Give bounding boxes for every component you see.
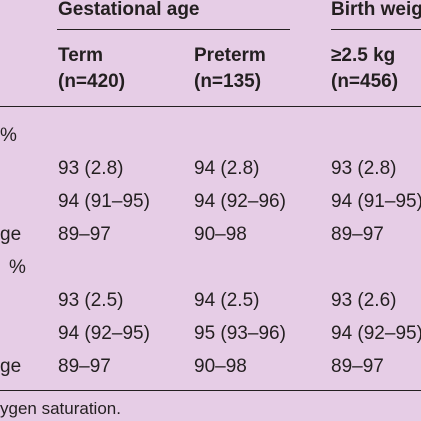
column-header-term-n: (n=420) [58,71,126,92]
group-header-birth-weight: Birth weig [331,0,421,20]
s2-r2-birth-weight: 94 (92–95) [331,323,421,344]
s1-r1-birth-weight: 93 (2.8) [331,158,397,179]
header-bottom-rule [0,106,421,107]
s2-r1-preterm: 94 (2.5) [194,290,260,311]
s1-r2-preterm: 94 (92–96) [194,191,286,212]
column-header-birth-weight-n: (n=456) [331,71,399,92]
s1-r3-birth-weight: 89–97 [331,224,384,245]
s2-r3-birth-weight: 89–97 [331,356,384,377]
table-bottom-rule [0,390,421,391]
s2-r2-term: 94 (92–95) [58,323,150,344]
s2-r1-birth-weight: 93 (2.6) [331,290,397,311]
s1-r3-preterm: 90–98 [194,224,247,245]
column-header-term: Term [58,45,104,66]
group-underline-birth-weight [331,29,421,30]
s2-r1-term: 93 (2.5) [58,290,124,311]
s1-r2-birth-weight: 94 (91–95) [331,191,421,212]
section-1-label: % [0,125,17,146]
s1-r1-term: 93 (2.8) [58,158,124,179]
s2-r2-preterm: 95 (93–96) [194,323,286,344]
s2-r3-term: 89–97 [58,356,111,377]
s1-r1-preterm: 94 (2.8) [194,158,260,179]
group-underline-gestational-age [57,29,290,30]
column-header-birth-weight: ≥2.5 kg [331,45,396,66]
table-footnote: ygen saturation. [0,399,121,418]
s1-r2-term: 94 (91–95) [58,191,150,212]
s2-r3-preterm: 90–98 [194,356,247,377]
column-header-preterm-n: (n=135) [194,71,262,92]
group-header-gestational-age: Gestational age [58,0,200,20]
column-header-preterm: Preterm [194,45,266,66]
section-2-label: % [9,257,26,278]
s1-r3-label: ge [0,224,22,245]
s2-r3-label: ge [0,356,22,377]
s1-r3-term: 89–97 [58,224,111,245]
